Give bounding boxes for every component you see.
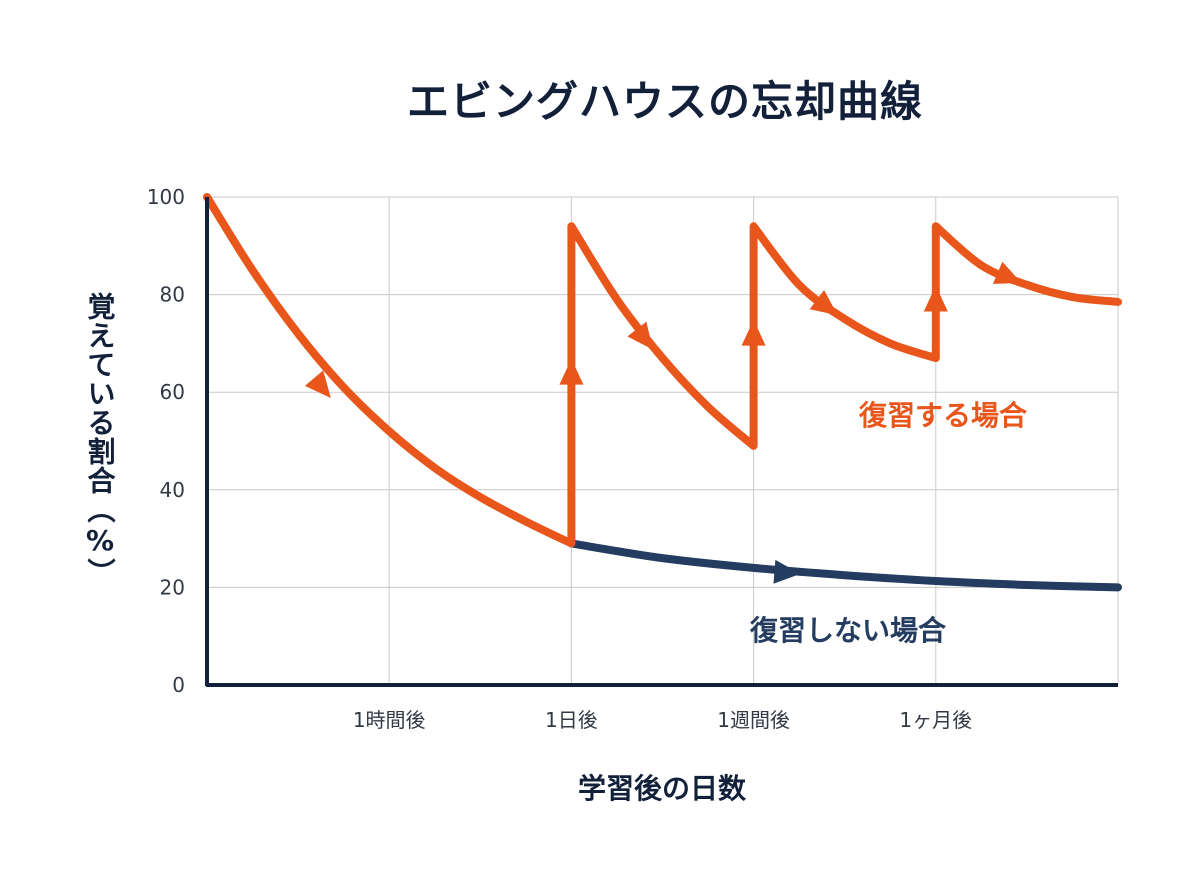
decay-arrow-icon-shape: [627, 321, 653, 350]
series-label-no-review: 復習しない場合: [749, 614, 947, 647]
y-tick-label: 0: [172, 673, 185, 697]
grid: [207, 196, 1119, 685]
no-review-line: [567, 539, 1122, 592]
decay-arrow-icon-shape: [809, 290, 838, 316]
series-layer: [203, 193, 1122, 592]
y-tick-label: 80: [160, 283, 185, 307]
review-up-arrow-icon: [559, 358, 584, 385]
review-up-arrow-icon-shape: [923, 285, 948, 312]
y-tick-label: 100: [147, 185, 185, 209]
decay-arrow-icon-shape: [773, 559, 801, 584]
x-tick-label: 1週間後: [717, 708, 790, 732]
y-tick-label: 20: [160, 575, 185, 599]
y-axis-title: 覚えている割合（%）: [84, 292, 117, 587]
decay-arrow-icon: [773, 559, 801, 584]
x-tick-label: 1時間後: [353, 708, 426, 732]
x-tick-label: 1ヶ月後: [899, 708, 972, 732]
decay-arrow-icon: [992, 261, 1022, 284]
labels: 0 20 40 60 80 100 1時間後 1日後 1週間後 1ヶ月後 復習する場合復習しない場合…: [84, 185, 1028, 805]
decay-arrow-icon: [809, 290, 838, 316]
x-axis-title: 学習後の日数: [578, 772, 747, 805]
chart-title: エビングハウスの忘却曲線: [406, 77, 923, 126]
series-label-review: 復習する場合: [858, 399, 1028, 432]
y-tick-label: 40: [160, 478, 185, 502]
x-tick-label: 1日後: [545, 708, 598, 732]
decay-arrow-icon: [304, 370, 331, 398]
axes: [205, 197, 1118, 687]
review-up-arrow-icon-shape: [741, 319, 766, 346]
review-up-arrow-icon: [923, 285, 948, 312]
decay-arrow-icon-shape: [304, 370, 331, 398]
y-tick-label: 60: [160, 380, 185, 404]
review-line: [203, 193, 1122, 548]
decay-arrow-icon-shape: [992, 261, 1022, 284]
review-up-arrow-icon-shape: [559, 358, 584, 385]
decay-arrow-icon: [627, 321, 653, 350]
review-up-arrow-icon: [741, 319, 766, 346]
